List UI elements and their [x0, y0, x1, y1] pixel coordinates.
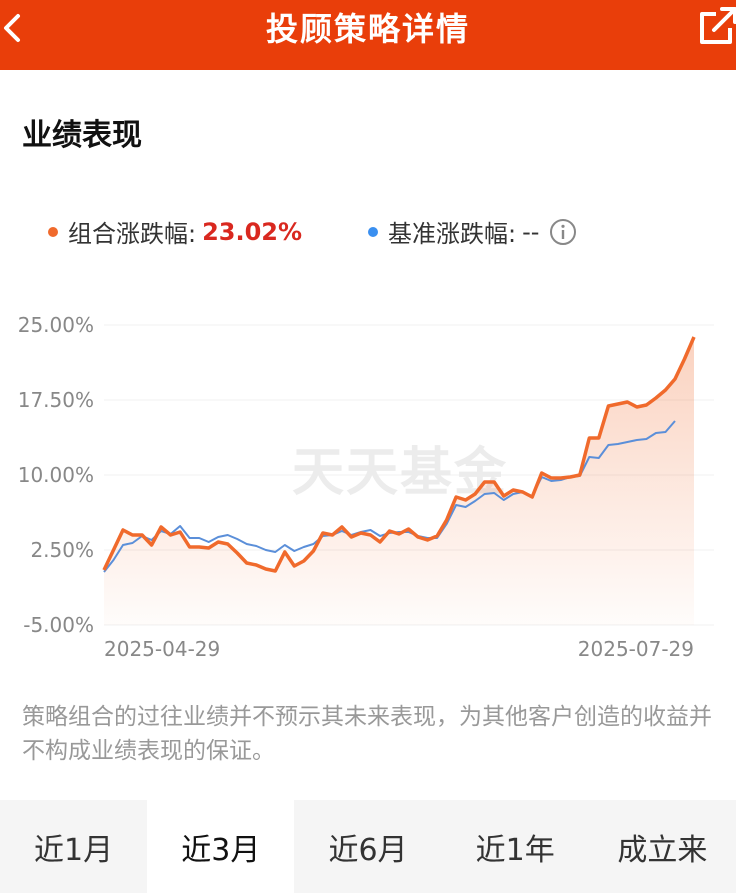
tab-3m[interactable]: 近3月 — [147, 800, 295, 893]
y-tick-label: 25.00% — [18, 313, 94, 337]
period-tabs: 近1月 近3月 近6月 近1年 成立来 — [0, 800, 736, 893]
share-external-icon — [700, 7, 736, 44]
portfolio-label: 组合涨跌幅: — [68, 220, 197, 248]
benchmark-value: -- — [522, 217, 540, 246]
performance-chart: 25.00% 17.50% 10.00% 2.50% -5.00% 天天基金 2025-… — [18, 313, 714, 661]
top-bar: 投顾策略详情 — [0, 0, 736, 70]
tab-since-inception[interactable]: 成立来 — [617, 832, 708, 868]
back-button[interactable] — [0, 8, 30, 48]
legend-benchmark: 基准涨跌幅: -- — [368, 214, 577, 249]
tab-6m[interactable]: 近6月 — [328, 832, 408, 868]
chevron-left-icon — [4, 14, 20, 42]
watermark-text: 天天基金 — [292, 443, 508, 503]
info-circle-icon[interactable] — [549, 218, 577, 246]
x-tick-label: 2025-07-29 — [578, 637, 694, 661]
y-tick-label: 2.50% — [30, 538, 94, 562]
y-tick-label: 10.00% — [18, 463, 94, 487]
y-tick-label: 17.50% — [18, 388, 94, 412]
y-tick-label: -5.00% — [23, 613, 94, 637]
disclaimer-text: 策略组合的过往业绩并不预示其未来表现，为其他客户创造的收益并不构成业绩表现的保证… — [22, 704, 712, 764]
tab-1y[interactable]: 近1年 — [475, 832, 555, 868]
benchmark-dot — [368, 226, 378, 237]
x-tick-label: 2025-04-29 — [104, 637, 220, 661]
benchmark-label: 基准涨跌幅: — [388, 220, 517, 248]
portfolio-area — [104, 337, 694, 625]
chart-legend: 组合涨跌幅: 23.02% 基准涨跌幅: -- — [0, 214, 736, 250]
section-title: 业绩表现 — [22, 118, 142, 153]
portfolio-line — [102, 336, 696, 573]
portfolio-dot — [48, 226, 58, 237]
legend-portfolio: 组合涨跌幅: 23.02% — [48, 214, 302, 249]
portfolio-value: 23.02% — [202, 217, 303, 246]
share-button[interactable] — [696, 4, 736, 48]
tab-1m[interactable]: 近1月 — [34, 832, 114, 868]
page-title: 投顾策略详情 — [265, 10, 470, 48]
